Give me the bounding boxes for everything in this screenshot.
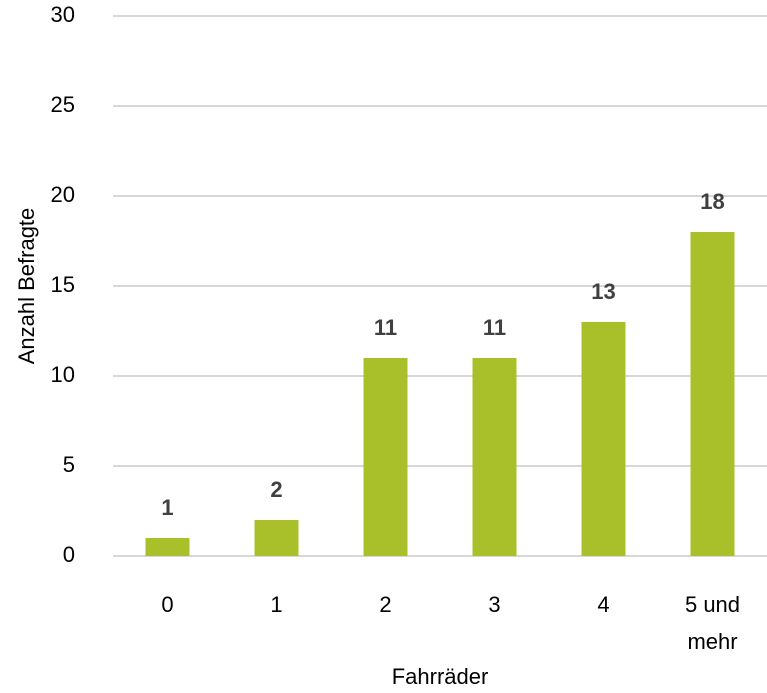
bar [254, 520, 299, 556]
y-axis-label: Anzahl Befragte [14, 208, 39, 365]
y-tick-label: 15 [51, 272, 75, 297]
data-label: 11 [374, 315, 397, 340]
x-tick-label: 5 und mehr [684, 592, 741, 654]
y-tick-label: 25 [51, 92, 75, 117]
x-tick-label: 0 [161, 592, 174, 617]
y-tick-label: 0 [63, 542, 75, 567]
y-tick-label: 5 [63, 452, 75, 477]
y-tick-label: 10 [51, 362, 75, 387]
bar [690, 232, 735, 556]
bar [145, 538, 190, 556]
x-tick-label: 1 [270, 592, 283, 617]
x-tick-label-box: 4 [597, 592, 610, 617]
x-tick-label-box: 0 [161, 592, 174, 617]
x-tick-label: 3 [488, 592, 501, 617]
y-tick-label: 30 [51, 2, 75, 27]
bar [363, 358, 408, 556]
x-tick-label-box: 5 und mehr [684, 592, 741, 654]
x-tick-label-box: 1 [270, 592, 283, 617]
y-tick-label: 20 [51, 182, 75, 207]
data-label: 18 [700, 189, 724, 214]
x-axis-label: Fahrräder [392, 664, 489, 689]
bar [472, 358, 517, 556]
data-label: 13 [591, 279, 615, 304]
x-tick-label-box: 2 [379, 592, 392, 617]
data-label: 1 [161, 495, 173, 520]
x-tick-label-box: 3 [488, 592, 501, 617]
data-label: 11 [483, 315, 506, 340]
bar [581, 322, 626, 556]
x-tick-label: 4 [597, 592, 610, 617]
data-label: 2 [270, 477, 282, 502]
x-tick-label: 2 [379, 592, 392, 617]
